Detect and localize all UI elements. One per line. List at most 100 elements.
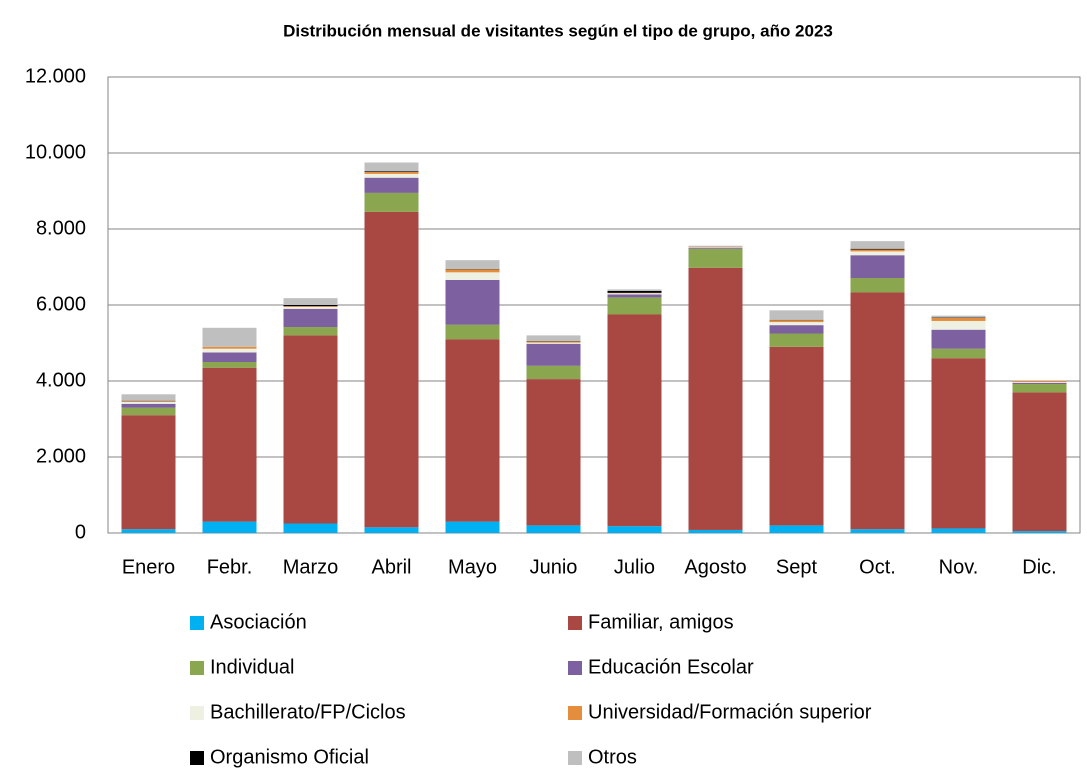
- bar-segment: [364, 192, 419, 212]
- bar-segment: [526, 379, 581, 526]
- bar-segment: [1012, 384, 1067, 393]
- legend-swatch: [568, 706, 582, 720]
- bar-segment: [283, 298, 338, 305]
- legend-label: Familiar, amigos: [588, 611, 734, 633]
- legend-swatch: [568, 616, 582, 630]
- bar-segment: [769, 320, 824, 323]
- y-tick-label: 10.000: [25, 141, 86, 163]
- bar-segment: [607, 290, 662, 293]
- bar-segment: [769, 525, 824, 533]
- legend-label: Educación Escolar: [588, 656, 754, 678]
- legend-label: Otros: [588, 746, 637, 768]
- bar-segment: [931, 358, 986, 529]
- bar-segment: [202, 348, 257, 353]
- bar-segment: [445, 324, 500, 340]
- bar-segment: [769, 322, 824, 326]
- bar-segment: [526, 365, 581, 380]
- bar-segment: [688, 247, 743, 249]
- x-tick-label: Marzo: [283, 556, 339, 578]
- x-tick-label: Enero: [122, 556, 175, 578]
- bar-segment: [688, 267, 743, 530]
- bar-segment: [364, 211, 419, 528]
- bar-segment: [526, 342, 581, 344]
- bar-segment: [202, 327, 257, 347]
- bar-segment: [850, 249, 905, 252]
- bar-segment: [1012, 380, 1067, 381]
- legend-swatch: [190, 706, 204, 720]
- legend-swatch: [568, 751, 582, 765]
- bar-segment: [931, 348, 986, 359]
- bar-segment: [283, 327, 338, 336]
- legend-swatch: [190, 616, 204, 630]
- bar-segment: [931, 320, 986, 330]
- bar-segment: [283, 305, 338, 307]
- legend-label: Asociación: [210, 611, 307, 633]
- bar-segment: [688, 245, 743, 247]
- bar-segment: [1012, 381, 1067, 383]
- x-tick-label: Junio: [530, 556, 578, 578]
- bar-segment: [931, 315, 986, 318]
- bar-segment: [121, 415, 176, 530]
- x-tick-label: Oct.: [859, 556, 896, 578]
- y-tick-label: 4.000: [36, 369, 86, 391]
- bar-segment: [121, 407, 176, 416]
- bar-segment: [1012, 392, 1067, 532]
- bar-segment: [283, 306, 338, 309]
- bar-segment: [607, 297, 662, 315]
- y-tick-label: 12.000: [25, 65, 86, 87]
- bar-segment: [607, 294, 662, 298]
- bar-segment: [121, 403, 176, 408]
- bar-segment: [121, 401, 176, 402]
- bar-segment: [283, 306, 338, 307]
- y-tick-label: 2.000: [36, 445, 86, 467]
- x-tick-label: Dic.: [1022, 556, 1056, 578]
- x-tick-label: Abril: [371, 556, 411, 578]
- bar-segment: [283, 335, 338, 524]
- legend-label: Organismo Oficial: [210, 746, 369, 768]
- bar-segment: [1012, 382, 1067, 383]
- legend-label: Universidad/Formación superior: [588, 701, 872, 723]
- y-tick-label: 6.000: [36, 293, 86, 315]
- x-tick-label: Julio: [614, 556, 655, 578]
- chart-title: Distribución mensual de visitantes según…: [283, 21, 833, 40]
- bar-segment: [202, 521, 257, 533]
- bar-segment: [202, 352, 257, 362]
- x-tick-label: Agosto: [684, 556, 746, 578]
- bar-segment: [364, 162, 419, 172]
- bar-segment: [850, 241, 905, 249]
- bar-segment: [526, 341, 581, 343]
- bar-segment: [445, 260, 500, 269]
- legend-swatch: [190, 661, 204, 675]
- bar-segment: [769, 325, 824, 334]
- bar-segment: [1012, 382, 1067, 385]
- bar-segment: [364, 527, 419, 533]
- x-tick-label: Mayo: [448, 556, 497, 578]
- bar-segment: [202, 346, 257, 349]
- legend-label: Bachillerato/FP/Ciclos: [210, 701, 406, 723]
- legend-label: Individual: [210, 656, 295, 678]
- bar-segment: [364, 177, 419, 193]
- bar-segment: [769, 310, 824, 320]
- bar-segment: [445, 269, 500, 273]
- bar-segment: [445, 339, 500, 522]
- legend-swatch: [190, 751, 204, 765]
- bar-segment: [931, 329, 986, 349]
- bar-segment: [850, 278, 905, 293]
- bar-segment: [850, 529, 905, 533]
- bar-segment: [121, 529, 176, 533]
- bar-segment: [850, 292, 905, 530]
- bar-segment: [688, 248, 743, 268]
- bar-segment: [931, 528, 986, 533]
- bar-segment: [283, 308, 338, 328]
- bar-segment: [769, 333, 824, 347]
- bar-segment: [607, 314, 662, 527]
- bar-segment: [445, 521, 500, 533]
- bar-segment: [769, 346, 824, 526]
- bar-segment: [850, 251, 905, 256]
- bar-segment: [283, 523, 338, 533]
- bar-segment: [688, 529, 743, 533]
- bar-segment: [526, 343, 581, 366]
- bar-segment: [850, 248, 905, 250]
- x-tick-label: Febr.: [207, 556, 253, 578]
